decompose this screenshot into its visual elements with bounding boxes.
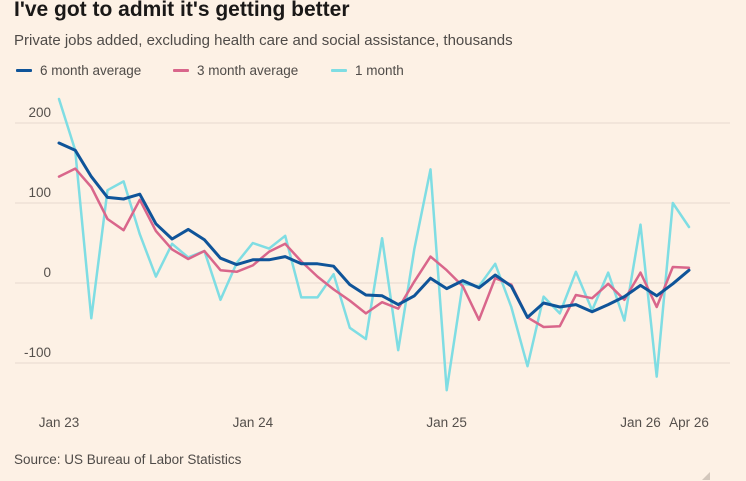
series-line-3-month-average	[57, 167, 691, 329]
x-tick-label: Jan 23	[39, 415, 80, 430]
legend-label-3-month-average: 3 month average	[197, 63, 299, 78]
legend-swatch-3-month-average	[173, 69, 189, 72]
legend-item-6-month-average: 6 month average	[16, 63, 141, 78]
series-line-6-month-average	[57, 141, 691, 319]
x-tick-label: Jan 24	[233, 415, 274, 430]
y-tick-label: 100	[28, 185, 51, 200]
source-note: Source: US Bureau of Labor Statistics	[14, 452, 242, 467]
y-tick-label: -100	[24, 345, 51, 360]
x-tick-label: Apr 26	[669, 415, 709, 430]
legend-label-6-month-average: 6 month average	[40, 63, 142, 78]
corner-mark-icon	[702, 472, 710, 480]
legend-swatch-1-month	[331, 69, 347, 72]
y-tick-label: 0	[43, 265, 51, 280]
chart-title: I've got to admit it's getting better	[14, 0, 350, 21]
y-tick-label: 200	[28, 105, 51, 120]
x-tick-label: Jan 26	[620, 415, 661, 430]
legend-label-1-month: 1 month	[355, 63, 404, 78]
legend-swatch-6-month-average	[16, 69, 32, 72]
legend-item-1-month: 1 month	[331, 63, 404, 78]
x-tick-label: Jan 25	[426, 415, 467, 430]
chart-subtitle: Private jobs added, excluding health car…	[14, 32, 513, 49]
legend-item-3-month-average: 3 month average	[173, 63, 298, 78]
series-line-1-month	[57, 97, 691, 392]
